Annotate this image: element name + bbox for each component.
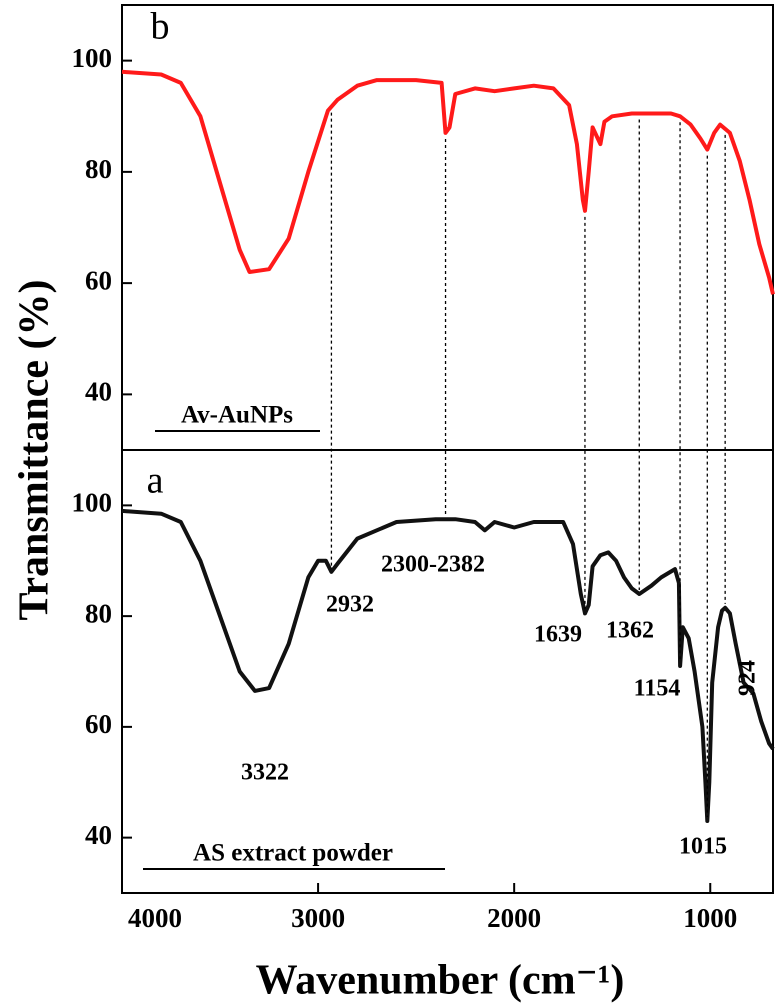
peak-annotation: 924 [735, 660, 761, 696]
peak-annotation: 1639 [534, 622, 582, 648]
peak-annotation: 1154 [634, 676, 681, 702]
x-tick-label: 3000 [291, 903, 345, 933]
y-tick-label: 100 [72, 43, 113, 73]
plot-frame [121, 4, 774, 451]
y-tick-label: 100 [72, 488, 113, 518]
peak-annotation: 2300-2382 [381, 552, 485, 578]
y-tick-label: 80 [85, 598, 112, 628]
x-tick-label: 2000 [487, 903, 541, 933]
y-tick-label: 80 [85, 154, 112, 184]
peak-annotation: 1015 [679, 834, 727, 860]
panel-label: b [151, 6, 170, 48]
sample-label: AS extract powder [193, 840, 393, 867]
x-tick-label: 1000 [683, 903, 737, 933]
y-axis-label: Transmittance (%) [12, 280, 58, 621]
y-tick-label: 60 [85, 709, 112, 739]
y-tick-label: 40 [85, 820, 112, 850]
y-tick-label: 60 [85, 265, 112, 295]
peak-annotation: 3322 [241, 760, 289, 786]
spectrum-line [121, 69, 775, 295]
panel-label: a [147, 460, 164, 502]
peak-annotation: 1362 [606, 618, 654, 644]
x-axis-label: Wavenumber (cm⁻¹) [256, 958, 625, 1004]
x-tick-label: 4000 [128, 903, 182, 933]
y-tick-label: 40 [85, 377, 112, 407]
plot-frame [121, 449, 774, 894]
spectrum-line [121, 508, 775, 823]
peak-annotation: 2932 [326, 592, 374, 618]
sample-label: Av-AuNPs [181, 402, 293, 429]
